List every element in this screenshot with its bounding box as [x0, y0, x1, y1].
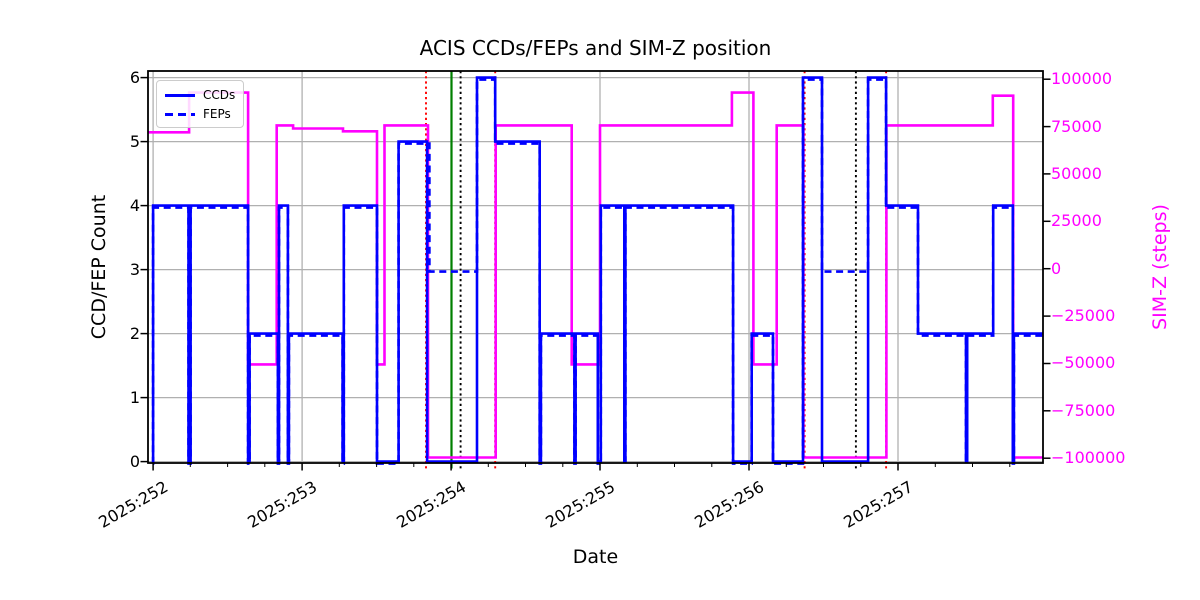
sim-z-line: [148, 91, 1043, 459]
feps-line-sample: [165, 112, 195, 116]
y-left-tick-label: 0: [129, 451, 140, 471]
legend-label-ccds: CCDs: [203, 88, 236, 102]
y-right-tick-label: −100000: [1051, 448, 1126, 468]
axes-frame: [147, 70, 1044, 464]
y-right-tick-label: 50000: [1051, 163, 1102, 183]
y-left-tick-label: 6: [129, 67, 140, 87]
y-left-tick-label: 3: [129, 259, 140, 279]
legend-item-feps: FEPs: [165, 105, 235, 123]
legend: CCDs FEPs: [156, 80, 244, 128]
y-right-tick-label: −50000: [1051, 353, 1116, 373]
y-right-tick-label: −25000: [1051, 306, 1116, 326]
y-left-tick-label: 5: [129, 131, 140, 151]
y-right-tick-label: 0: [1051, 258, 1062, 278]
ccds-line-sample: [165, 93, 195, 97]
feps-line: [151, 78, 1043, 465]
legend-item-ccds: CCDs: [165, 86, 235, 104]
chart-title: ACIS CCDs/FEPs and SIM-Z position: [419, 36, 772, 60]
y-left-tick-label: 4: [129, 195, 140, 215]
x-axis-label: Date: [572, 546, 619, 568]
y-right-tick-label: 25000: [1051, 211, 1102, 231]
y-right-tick-label: 100000: [1051, 69, 1113, 89]
legend-label-feps: FEPs: [203, 107, 231, 121]
y-right-tick-label: 75000: [1051, 116, 1102, 136]
y-right-tick-label: −75000: [1051, 400, 1116, 420]
y-left-tick-label: 2: [129, 323, 140, 343]
y-left-tick-label: 1: [129, 387, 140, 407]
